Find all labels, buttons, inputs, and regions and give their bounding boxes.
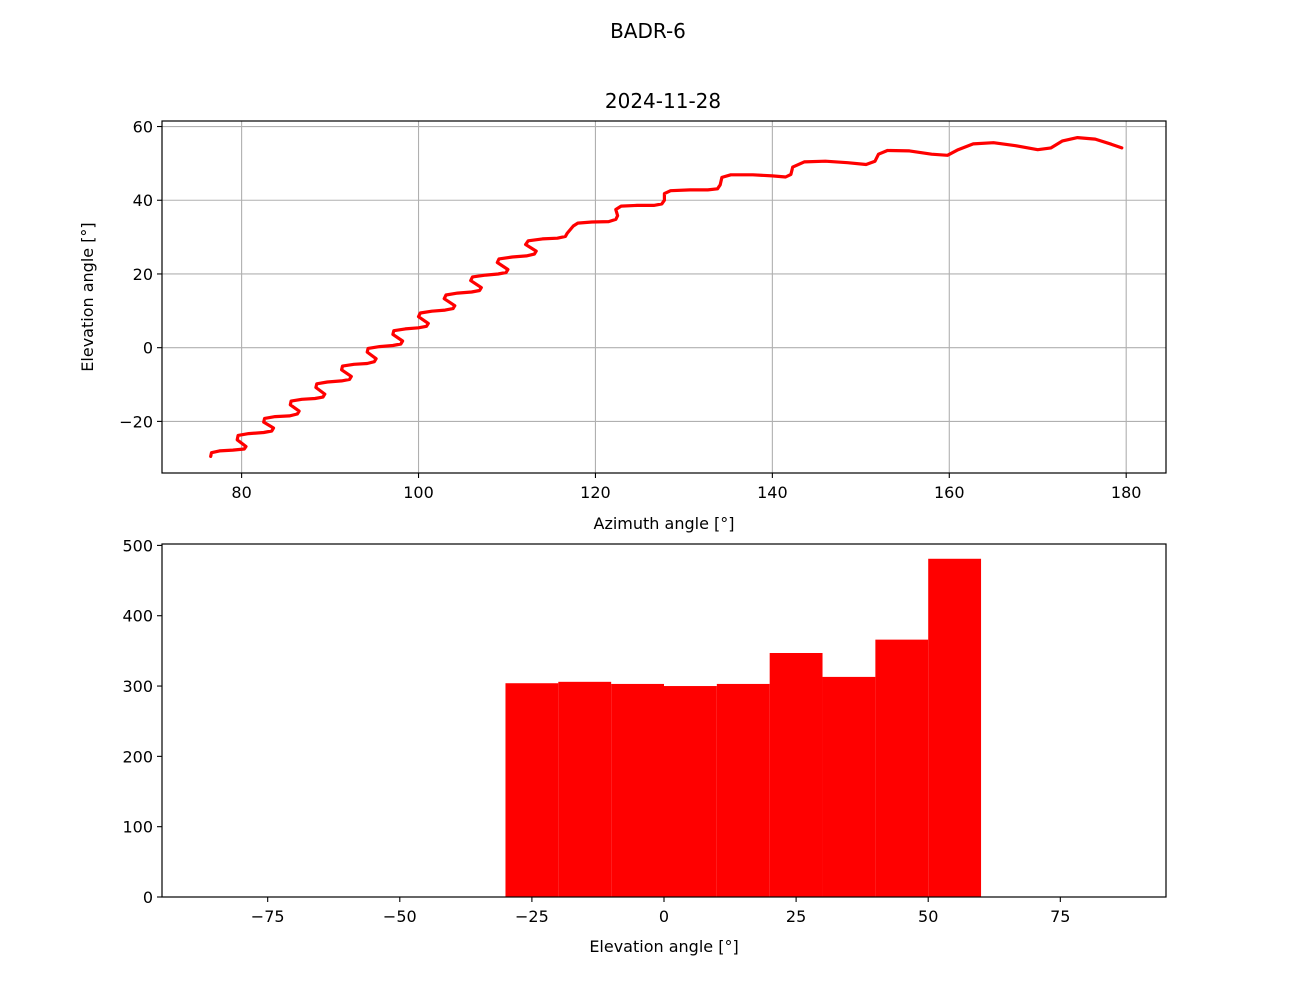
x-tick-label: 75	[1050, 907, 1070, 926]
histogram-bar	[875, 639, 929, 897]
x-tick-label: 160	[934, 483, 965, 502]
histogram-frame	[161, 543, 1167, 898]
x-tick-label: 0	[659, 907, 669, 926]
x-tick-label: 140	[757, 483, 788, 502]
x-tick-label: 50	[918, 907, 938, 926]
elevation-histogram: −75 −50 −25 0 25 50 75 0 100 200 300 400 500 Elevat…	[122, 536, 1167, 956]
y-tick-label: 0	[143, 339, 153, 358]
trajectory-plot-title: 2024-11-28	[605, 89, 721, 113]
x-tick-label: 120	[580, 483, 611, 502]
trajectory-x-axis-ticks: 80 100 120 140 160 180	[231, 473, 1141, 502]
x-tick-label: 25	[786, 907, 806, 926]
figure-suptitle: BADR-6	[610, 19, 686, 43]
histogram-bar	[769, 652, 823, 897]
y-tick-label: 20	[133, 265, 153, 284]
histogram-x-axis-label: Elevation angle [°]	[589, 937, 738, 956]
y-tick-label: 500	[122, 536, 153, 555]
trajectory-x-axis-label: Azimuth angle [°]	[594, 514, 735, 533]
x-tick-label: −25	[515, 907, 549, 926]
trajectory-y-axis-ticks: −20 0 20 40 60	[119, 118, 162, 431]
y-tick-label: 60	[133, 118, 153, 137]
histogram-bar	[716, 683, 770, 897]
x-tick-label: 180	[1111, 483, 1142, 502]
y-tick-label: 200	[122, 747, 153, 766]
histogram-bar	[928, 558, 982, 897]
histogram-y-axis-ticks: 0 100 200 300 400 500	[122, 536, 162, 907]
histogram-bar	[505, 683, 559, 897]
histogram-bar	[822, 676, 876, 897]
x-tick-label: −50	[383, 907, 417, 926]
trajectory-plot: 2024-11-28 80 100 120 140 160 180 −200204060 …	[78, 89, 1167, 533]
x-tick-label: 100	[403, 483, 434, 502]
y-tick-label: 0	[143, 888, 153, 907]
histogram-bar	[558, 681, 612, 897]
trajectory-y-axis-label: Elevation angle [°]	[78, 222, 97, 371]
trajectory-line	[209, 136, 1124, 458]
x-tick-label: −75	[251, 907, 285, 926]
histogram-bars	[505, 558, 982, 897]
y-tick-label: 40	[133, 191, 153, 210]
histogram-bar	[611, 683, 664, 897]
trajectory-grid	[162, 121, 1166, 473]
trajectory-plot-frame	[161, 120, 1167, 474]
histogram-bar	[664, 686, 717, 897]
y-tick-label: 300	[122, 677, 153, 696]
trajectory-series	[209, 136, 1124, 458]
x-tick-label: 80	[231, 483, 251, 502]
y-tick-label: 100	[122, 818, 153, 837]
y-tick-label: 400	[122, 607, 153, 626]
histogram-x-axis-ticks: −75 −50 −25 0 25 50 75	[251, 897, 1070, 926]
y-tick-label: −20	[119, 412, 153, 431]
